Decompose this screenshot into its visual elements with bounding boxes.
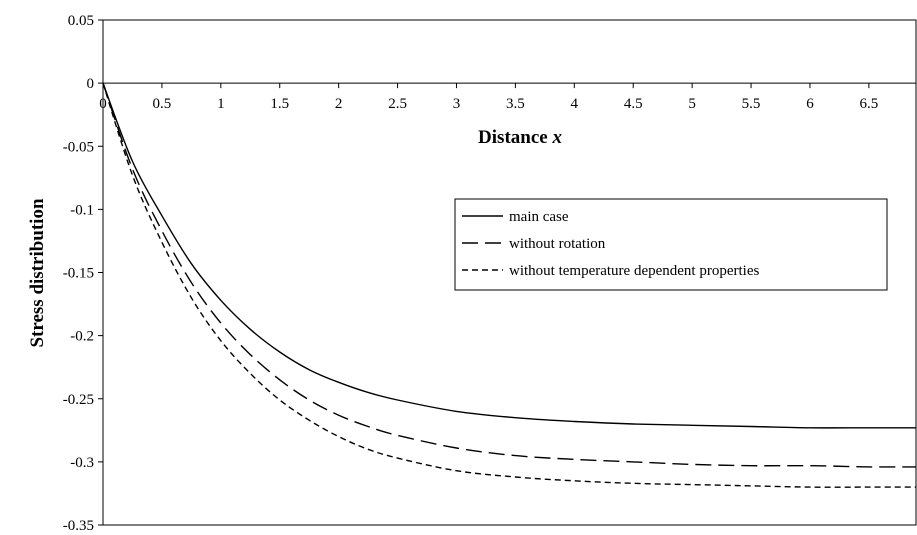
x-axis-title: Distance x	[478, 127, 562, 148]
x-tick-label: 2	[335, 96, 343, 112]
x-tick-label: 4.5	[624, 96, 643, 112]
series-line-2	[102, 82, 917, 468]
y-tick-label: -0.25	[63, 392, 94, 408]
y-tick-label: 0.05	[68, 13, 94, 29]
y-tick-label: 0	[87, 76, 95, 92]
y-axis-title: Stress distribution	[27, 198, 48, 347]
x-tick-label: 5	[688, 96, 696, 112]
x-axis-title-variable: x	[551, 127, 562, 148]
y-axis: 0.05 0 -0.05 -0.1 -0.15 -0.2 -0.25 -0.3 -0.35	[63, 13, 103, 534]
x-tick-label: 3	[453, 96, 461, 112]
series-line-1	[102, 82, 916, 429]
series-line-3	[102, 82, 916, 488]
series-group	[102, 82, 917, 488]
y-tick-label: -0.05	[63, 139, 94, 155]
x-tick-label: 1.5	[270, 96, 289, 112]
x-tick-label: 3.5	[506, 96, 525, 112]
y-tick-label: -0.2	[70, 329, 94, 345]
legend-label-1: main case	[509, 209, 569, 225]
x-tick-label: 0.5	[153, 96, 172, 112]
y-tick-label: -0.3	[70, 455, 94, 471]
x-tick-label: 0	[99, 96, 107, 112]
x-tick-label: 4	[571, 96, 579, 112]
x-axis-title-text: Distance	[478, 127, 548, 148]
legend: main case without rotation without tempera…	[454, 198, 888, 291]
legend-label-3: without temperature dependent properties	[509, 263, 759, 279]
y-tick-label: -0.15	[63, 266, 94, 282]
x-tick-label: 5.5	[742, 96, 761, 112]
legend-entries: main case without rotation without tempera…	[462, 209, 759, 279]
x-tick-label: 6.5	[859, 96, 878, 112]
legend-box	[454, 198, 888, 291]
x-axis: 0 0.5 1 1.5 2 2.5 3 3.5 4 4.5 5 5.5 6 6.5	[99, 82, 916, 112]
y-tick-label: -0.35	[63, 518, 94, 534]
x-tick-label: 1	[217, 96, 225, 112]
x-tick-label: 6	[806, 96, 814, 112]
y-tick-label: -0.1	[70, 202, 94, 218]
x-tick-label: 2.5	[388, 96, 407, 112]
legend-label-2: without rotation	[509, 236, 606, 252]
